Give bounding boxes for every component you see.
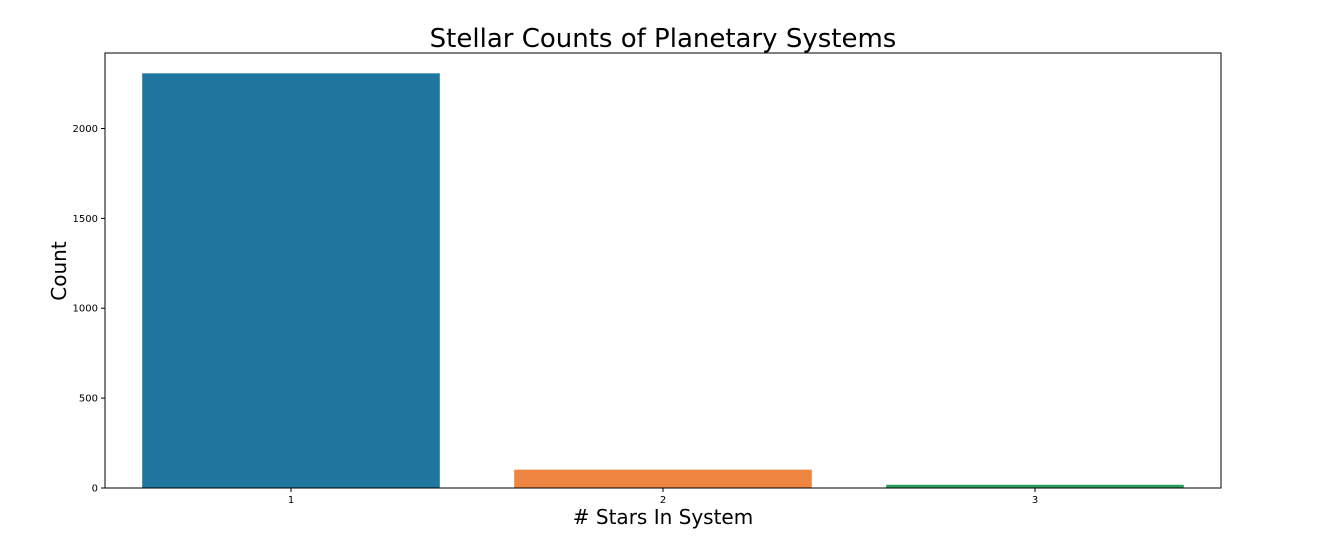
bar-2 bbox=[514, 469, 812, 488]
x-tick-label-3: 3 bbox=[1032, 495, 1038, 506]
x-tick-label-2: 2 bbox=[660, 495, 666, 506]
x-tick-label-1: 1 bbox=[288, 495, 294, 506]
chart-title: Stellar Counts of Planetary Systems bbox=[430, 24, 897, 54]
bar-3 bbox=[886, 484, 1184, 488]
y-tick-label-2000: 2000 bbox=[73, 124, 98, 135]
y-tick-label-1500: 1500 bbox=[73, 214, 98, 225]
x-axis-ticks: 1 2 3 bbox=[288, 488, 1038, 506]
x-axis-label: # Stars In System bbox=[573, 505, 753, 529]
y-tick-label-500: 500 bbox=[79, 394, 98, 405]
bars-group bbox=[142, 73, 1184, 488]
bar-1 bbox=[142, 73, 440, 488]
y-axis-ticks: 0 500 1000 1500 2000 bbox=[73, 124, 105, 495]
plot-area-frame bbox=[104, 52, 1222, 489]
y-axis-label: Count bbox=[47, 241, 71, 301]
y-tick-label-1000: 1000 bbox=[73, 304, 98, 315]
y-tick-label-0: 0 bbox=[92, 484, 98, 495]
